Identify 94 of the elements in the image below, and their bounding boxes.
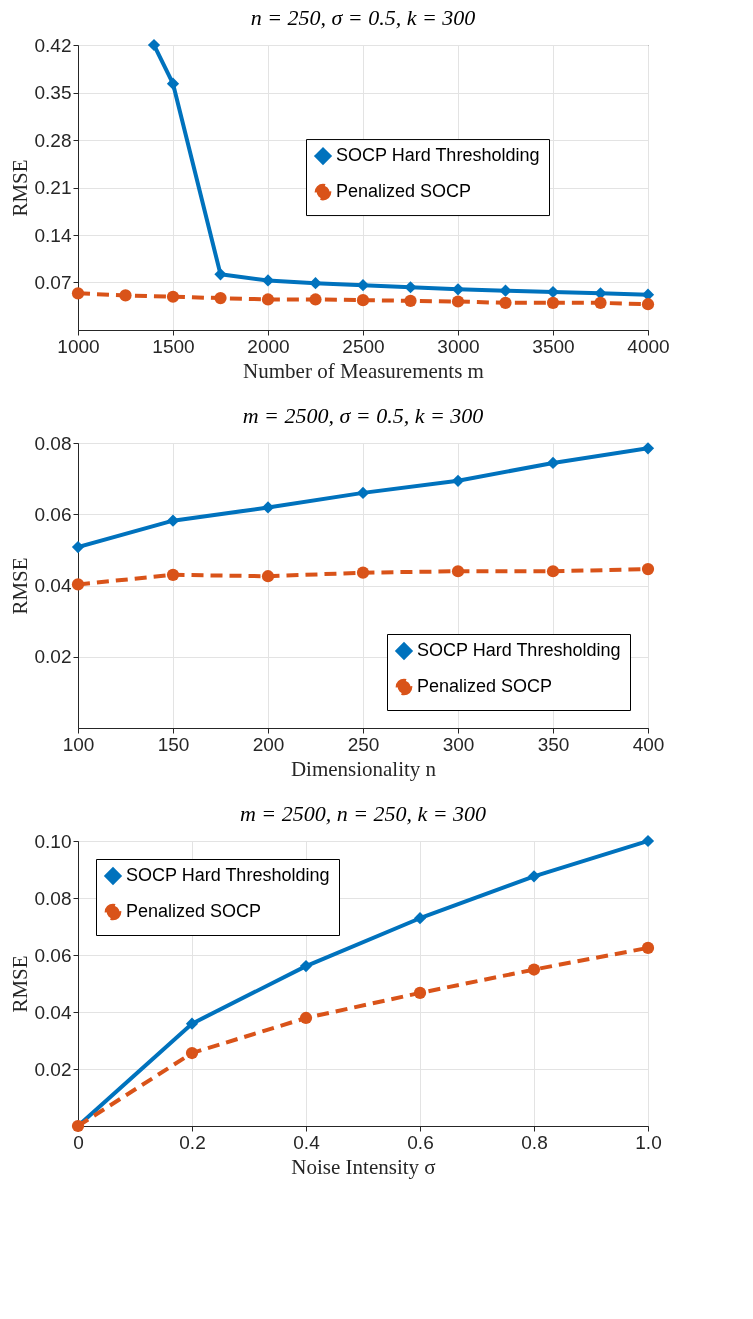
- y-axis-title: RMSE: [7, 557, 32, 615]
- y-axis-title: RMSE: [7, 159, 32, 217]
- legend-label: Penalized SOCP: [417, 676, 553, 696]
- x-tick-label: 2000: [247, 335, 290, 357]
- point: [185, 1017, 199, 1030]
- y-tick-label: 0.04: [34, 1001, 72, 1023]
- point: [641, 941, 655, 954]
- point: [71, 540, 85, 554]
- point: [166, 290, 180, 303]
- point: [546, 296, 560, 309]
- x-tick-label: 1000: [57, 335, 100, 357]
- x-tick-label: 3000: [437, 335, 480, 357]
- point: [261, 570, 275, 583]
- y-tick-label: 0.02: [34, 646, 72, 668]
- point: [214, 292, 227, 305]
- point: [451, 474, 465, 487]
- x-tick-label: 3500: [532, 335, 575, 357]
- point: [356, 294, 370, 307]
- point: [356, 566, 370, 579]
- y-tick-label: 0.04: [34, 575, 72, 596]
- x-axis-title: Number of Measurements m: [243, 358, 484, 383]
- point: [71, 287, 85, 300]
- chart-title: n = 250, σ = 0.5, k = 300: [250, 5, 476, 30]
- x-tick-label: 400: [632, 733, 665, 755]
- y-tick-label: 0.10: [34, 830, 72, 852]
- point: [166, 77, 180, 90]
- x-tick-label: 1500: [152, 335, 195, 357]
- x-tick-label: 1.0: [635, 1131, 662, 1153]
- y-tick-label: 0.08: [34, 887, 72, 909]
- y-tick-label: 0.06: [34, 944, 72, 966]
- point: [641, 563, 655, 576]
- y-tick-label: 0.08: [34, 432, 72, 454]
- legend-label: SOCP Hard Thresholding: [336, 145, 540, 166]
- point: [71, 578, 85, 591]
- point: [527, 963, 541, 976]
- point: [413, 986, 427, 1000]
- point: [119, 289, 132, 302]
- y-tick-label: 0.35: [34, 82, 72, 103]
- x-tick-label: 0: [73, 1131, 84, 1153]
- x-tick-label: 100: [62, 733, 95, 755]
- legend-label: SOCP Hard Thresholding: [126, 865, 330, 885]
- point: [214, 268, 227, 281]
- point: [451, 283, 465, 296]
- y-tick-label: 0.07: [34, 272, 72, 293]
- point: [261, 293, 275, 306]
- point: [413, 912, 427, 925]
- point: [356, 486, 370, 499]
- point: [641, 834, 655, 848]
- point: [261, 274, 275, 287]
- x-tick-label: 200: [252, 733, 285, 755]
- x-tick-label: 300: [442, 733, 475, 755]
- x-tick-label: 4000: [627, 335, 670, 357]
- point: [641, 442, 655, 455]
- point: [185, 1046, 199, 1060]
- point: [546, 565, 560, 578]
- point: [451, 295, 465, 308]
- x-tick-label: 2500: [342, 335, 385, 357]
- point: [166, 514, 180, 527]
- point: [261, 501, 275, 514]
- legend-label: Penalized SOCP: [126, 901, 262, 921]
- point: [166, 568, 180, 581]
- x-axis-title: Dimensionality n: [290, 756, 437, 781]
- point: [641, 298, 655, 311]
- x-tick-label: 150: [157, 733, 190, 755]
- y-tick-label: 0.06: [34, 503, 72, 525]
- y-tick-label: 0.14: [34, 224, 72, 246]
- x-tick-label: 250: [347, 733, 380, 755]
- point: [527, 870, 541, 883]
- point: [356, 279, 370, 292]
- y-tick-label: 0.02: [34, 1058, 72, 1080]
- point: [451, 565, 465, 578]
- legend-label: Penalized SOCP: [336, 181, 472, 202]
- y-tick-label: 0.21: [34, 177, 72, 198]
- y-tick-label: 0.42: [34, 34, 72, 56]
- legend-label: SOCP Hard Thresholding: [417, 640, 621, 660]
- x-tick-label: 350: [537, 733, 570, 755]
- point: [546, 456, 560, 470]
- y-tick-label: 0.28: [34, 129, 72, 151]
- point: [546, 285, 560, 299]
- x-axis-title: Noise Intensity σ: [291, 1154, 436, 1179]
- x-tick-label: 0.4: [293, 1131, 321, 1153]
- chart-title: m = 2500, n = 250, k = 300: [239, 801, 487, 826]
- x-tick-label: 0.2: [179, 1131, 206, 1153]
- x-tick-label: 0.8: [521, 1131, 548, 1153]
- point: [299, 1011, 313, 1025]
- point: [309, 293, 322, 306]
- y-axis-title: RMSE: [7, 955, 32, 1013]
- point: [147, 38, 161, 52]
- point: [594, 296, 607, 309]
- point: [404, 294, 417, 307]
- x-tick-label: 0.6: [407, 1131, 434, 1153]
- chart-title: m = 2500, σ = 0.5, k = 300: [242, 403, 484, 428]
- point: [299, 959, 313, 973]
- point: [499, 296, 512, 309]
